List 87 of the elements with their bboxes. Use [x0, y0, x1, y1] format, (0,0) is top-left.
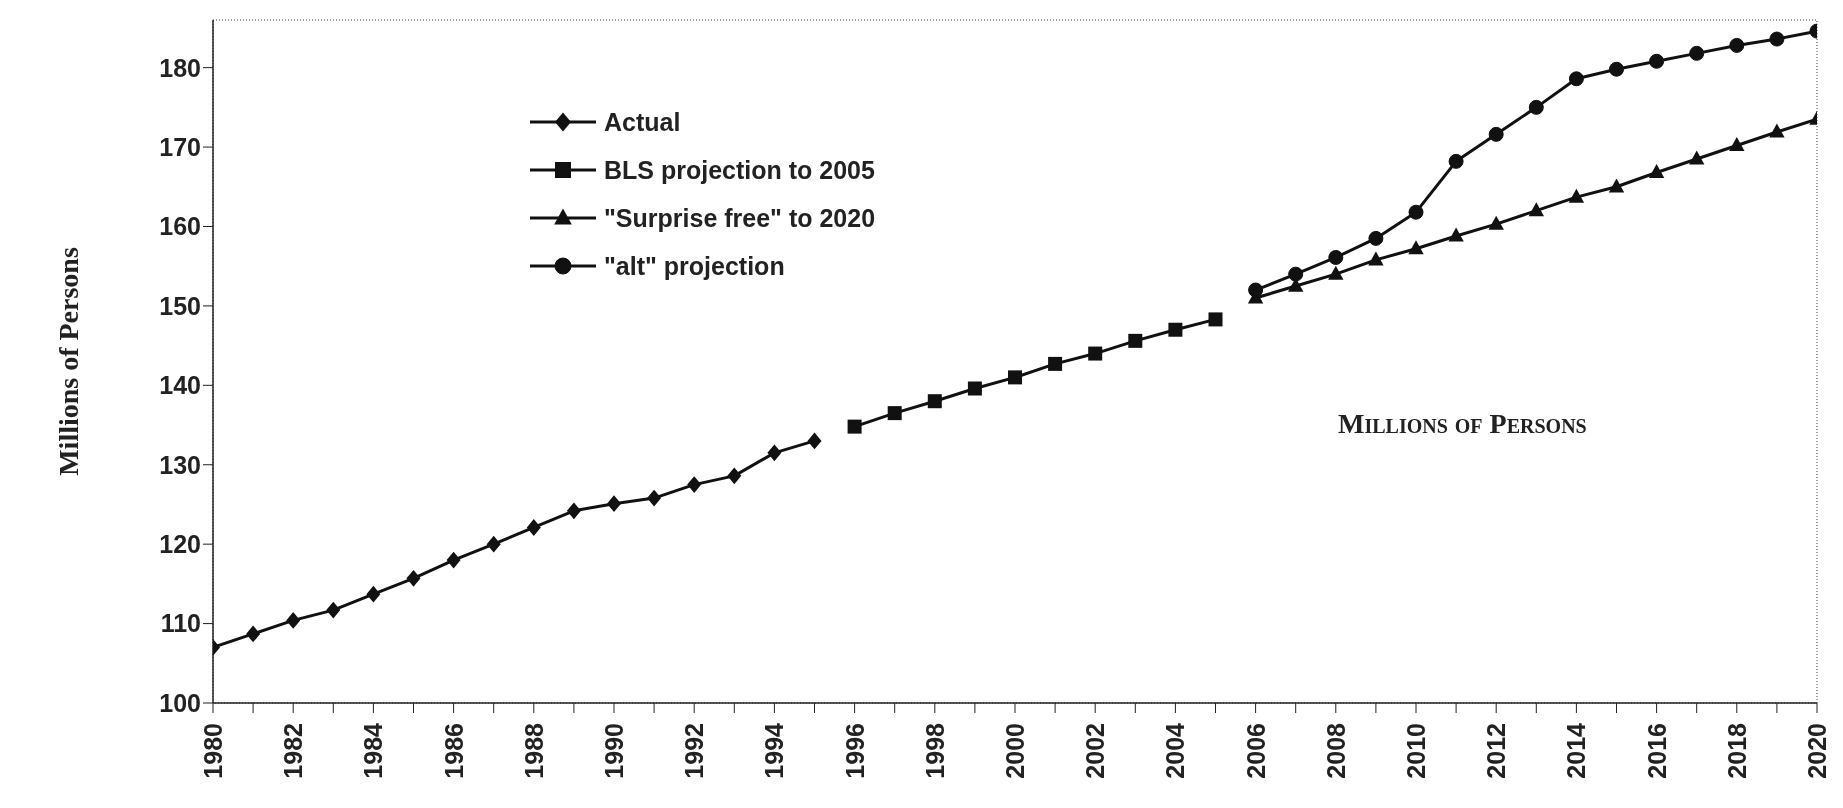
- point: [326, 601, 341, 619]
- x-tick-label: 1994: [760, 722, 789, 779]
- y-tick-label: 100: [159, 688, 201, 717]
- point: [1328, 249, 1344, 265]
- x-tick-label: 1996: [840, 723, 869, 779]
- point: [406, 569, 421, 587]
- point: [1689, 45, 1705, 61]
- x-tick-label: 1992: [680, 723, 709, 779]
- point: [767, 444, 782, 462]
- x-tick-label: 2018: [1722, 722, 1751, 779]
- legend-label: Actual: [604, 107, 681, 137]
- x-tick-label: 2016: [1642, 723, 1671, 779]
- point: [1609, 61, 1624, 77]
- x-tick-label: 2010: [1402, 723, 1430, 779]
- point: [1729, 137, 1745, 152]
- x-tick-label: 1982: [279, 723, 308, 779]
- point: [1488, 126, 1504, 142]
- x-tick-label: 2008: [1321, 722, 1350, 779]
- point: [486, 535, 501, 553]
- x-tick-label: 1984: [359, 722, 388, 779]
- y-tick-label: 140: [159, 371, 201, 400]
- point: [1528, 99, 1544, 115]
- point: [927, 394, 942, 409]
- x-tick-label: 1990: [600, 723, 628, 779]
- x-tick-label: 2004: [1161, 722, 1190, 779]
- x-tick-label: 2014: [1562, 722, 1591, 779]
- point: [446, 551, 461, 569]
- y-axis-title: Millions of Persons: [52, 247, 84, 476]
- point: [1288, 266, 1304, 282]
- point: [687, 476, 702, 493]
- point: [1528, 202, 1544, 217]
- point: [1408, 204, 1424, 220]
- y-tick-label: 160: [159, 212, 201, 241]
- point: [1008, 370, 1022, 385]
- point: [1328, 265, 1344, 280]
- x-tick-label: 2020: [1803, 723, 1831, 779]
- legend-label: BLS projection to 2005: [604, 155, 875, 185]
- y-tick-label: 120: [159, 530, 201, 559]
- x-tick-label: 1980: [199, 723, 227, 779]
- point: [967, 381, 982, 396]
- point: [1769, 123, 1785, 138]
- point: [1729, 37, 1745, 53]
- point: [807, 432, 822, 450]
- annotation: Millions of Persons: [1338, 408, 1587, 440]
- x-tick-label: 2000: [1001, 723, 1029, 779]
- point: [607, 495, 621, 513]
- y-tick-label: 170: [159, 132, 201, 161]
- point: [566, 502, 581, 520]
- legend-label: "alt" projection: [604, 251, 785, 281]
- point: [246, 625, 261, 643]
- point: [1649, 53, 1665, 69]
- point: [1128, 333, 1143, 348]
- point: [526, 519, 541, 536]
- point: [1769, 31, 1785, 47]
- point: [647, 489, 662, 507]
- point: [1168, 322, 1183, 337]
- point: [1048, 356, 1063, 371]
- point: [1488, 215, 1504, 230]
- point: [1368, 251, 1384, 266]
- point: [1568, 188, 1585, 203]
- point: [847, 419, 862, 434]
- y-tick-label: 130: [159, 450, 201, 479]
- point: [1248, 282, 1264, 298]
- y-tick-label: 110: [160, 609, 201, 638]
- point: [1368, 230, 1384, 246]
- point: [727, 467, 742, 485]
- x-tick-label: 2002: [1081, 723, 1110, 779]
- point: [286, 612, 301, 629]
- x-tick-label: 1986: [439, 723, 468, 779]
- point: [1608, 178, 1625, 193]
- x-tick-label: 2012: [1482, 723, 1511, 779]
- y-tick-label: 150: [159, 291, 201, 320]
- point: [1408, 240, 1424, 255]
- point: [1568, 71, 1584, 87]
- point: [366, 585, 381, 603]
- x-tick-label: 1998: [920, 722, 949, 779]
- point: [1448, 153, 1464, 169]
- legend-label: "Surprise free" to 2020: [604, 203, 876, 233]
- point: [1088, 346, 1103, 361]
- point: [1689, 150, 1705, 165]
- point: [1208, 312, 1223, 327]
- point: [1448, 227, 1464, 242]
- x-tick-label: 2006: [1241, 723, 1270, 779]
- point: [887, 406, 902, 421]
- x-tick-label: 1988: [519, 722, 548, 779]
- point: [1648, 164, 1665, 179]
- y-tick-label: 180: [159, 53, 201, 82]
